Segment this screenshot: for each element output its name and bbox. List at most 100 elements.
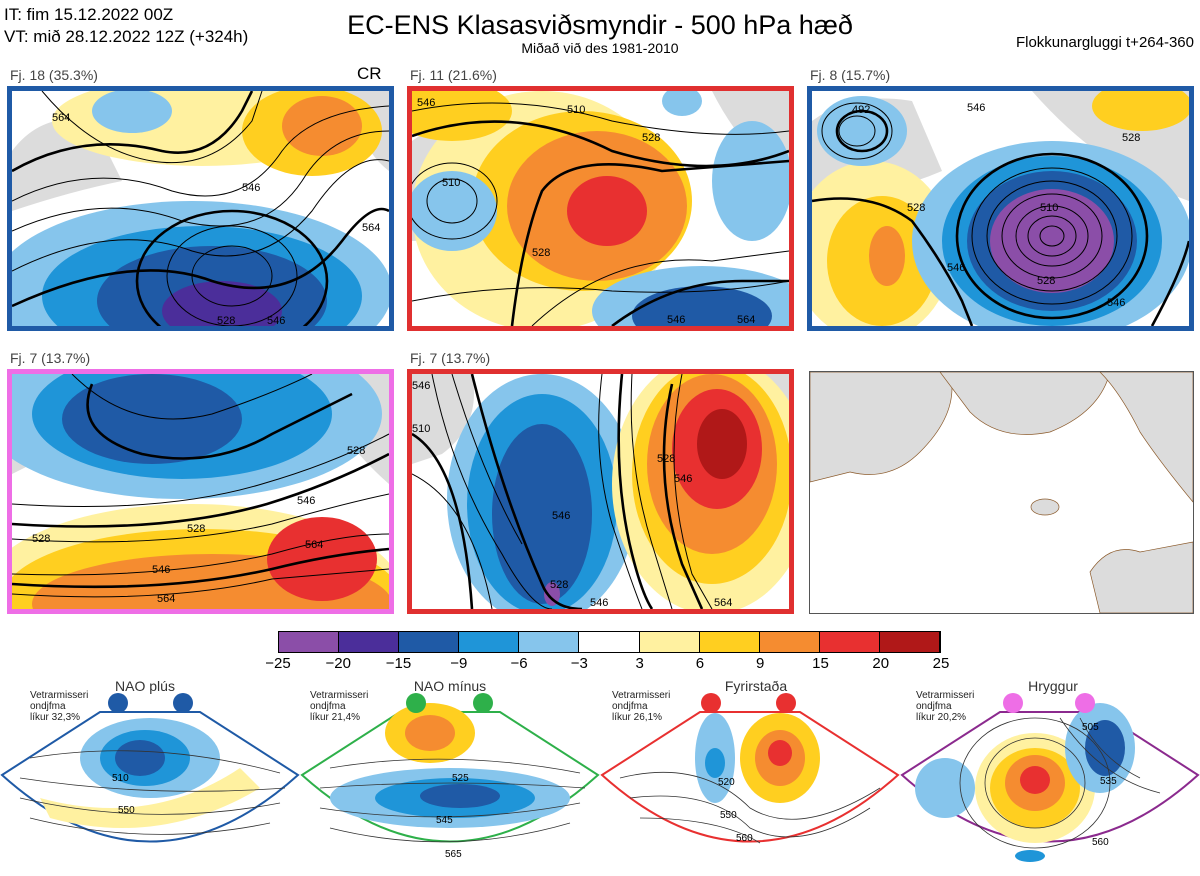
contour-label: 528 bbox=[1122, 132, 1140, 144]
regime-ridge[interactable]: 505 535 560 Hryggur Vetrarmisseri ondjfm… bbox=[900, 678, 1200, 871]
contour-label: 546 bbox=[1107, 297, 1125, 309]
contour-label: 528 bbox=[532, 247, 550, 259]
regime-dot-icon bbox=[108, 693, 128, 713]
regime-info: Vetrarmisseri ondjfma líkur 21,4% bbox=[310, 690, 368, 723]
colorbar-segment bbox=[819, 632, 880, 652]
colorbar-tick: 15 bbox=[812, 655, 829, 672]
contour-label: 564 bbox=[737, 314, 755, 326]
contour-label: 546 bbox=[674, 473, 692, 485]
colorbar bbox=[278, 631, 941, 653]
panel-3-label: Fj. 8 (15.7%) bbox=[810, 67, 891, 83]
contour-label: 564 bbox=[157, 593, 175, 605]
contour-label: 546 bbox=[590, 597, 608, 609]
colorbar-tick: 9 bbox=[756, 655, 765, 672]
regime-info-line: Vetrarmisseri bbox=[612, 690, 671, 701]
anomaly-pos-5 bbox=[697, 409, 747, 479]
anomaly-neg-5 bbox=[92, 91, 172, 133]
contour-label: 546 bbox=[412, 380, 430, 392]
contour-label: 510 bbox=[442, 177, 460, 189]
contour-label: 528 bbox=[657, 453, 675, 465]
regime-contour-label: 535 bbox=[1100, 776, 1117, 787]
colorbar-segment bbox=[639, 632, 700, 652]
regime-info-line: líkur 26,1% bbox=[612, 712, 663, 723]
contour-label: 528 bbox=[1037, 275, 1055, 287]
anomaly-pos-4 bbox=[567, 176, 647, 246]
colorbar-tick: −25 bbox=[265, 655, 291, 672]
regime-dot-icon bbox=[1075, 693, 1095, 713]
cluster-map-3: 492 546 528 528 510 546 528 546 bbox=[812, 91, 1189, 326]
regime-info-line: líkur 21,4% bbox=[310, 712, 361, 723]
regime-info-line: líkur 20,2% bbox=[916, 712, 967, 723]
colorbar-tick: 3 bbox=[635, 655, 644, 672]
regime-contour-label: 545 bbox=[436, 815, 453, 826]
panel-1-cr-label: CR bbox=[357, 64, 382, 83]
colorbar-tick: −6 bbox=[510, 655, 528, 672]
contour-label: 528 bbox=[907, 202, 925, 214]
colorbar-segment bbox=[339, 632, 400, 652]
cluster-panel-5[interactable]: 546 510 528 546 546 528 546 564 bbox=[407, 369, 794, 614]
page-subtitle: Miðað við des 1981-2010 bbox=[521, 40, 679, 56]
panel-1-label: Fj. 18 (35.3%) bbox=[10, 67, 98, 83]
cluster-map-1: 564 546 528 546 564 bbox=[12, 91, 389, 326]
coastline-map-icon bbox=[810, 372, 1193, 613]
panel-4-label: Fj. 7 (13.7%) bbox=[10, 350, 91, 366]
regime-nao-minus[interactable]: 525 545 565 NAO mínus Vetrarmisseri ondj… bbox=[300, 678, 600, 871]
regime-name: Hryggur bbox=[1028, 678, 1078, 694]
regime-nao-plus[interactable]: 510 550 NAO plús Vetrarmisseri ondjfma l… bbox=[0, 678, 300, 871]
colorbar-segment bbox=[279, 632, 340, 652]
regime-info-line: Vetrarmisseri bbox=[30, 690, 89, 701]
colorbar-tick: −3 bbox=[570, 655, 588, 672]
regime-info-line: ondjfma bbox=[916, 701, 952, 712]
colorbar-segment bbox=[459, 632, 520, 652]
cluster-map-5: 546 510 528 546 546 528 546 564 bbox=[412, 374, 789, 609]
regime-contour-label: 525 bbox=[452, 773, 469, 784]
colorbar-segment bbox=[579, 632, 640, 652]
anomaly-neg-5 bbox=[662, 91, 702, 116]
regime-info-line: Vetrarmisseri bbox=[916, 690, 975, 701]
regime-dot-icon bbox=[473, 693, 493, 713]
contour-label: 564 bbox=[305, 539, 323, 551]
colorbar-ticks: −25 −20 −15 −9 −6 −3 3 6 9 15 20 25 bbox=[265, 655, 949, 675]
contour-label: 528 bbox=[187, 523, 205, 535]
colorbar-segment bbox=[759, 632, 820, 652]
contour-label: 564 bbox=[52, 112, 70, 124]
regime-contour-label: 560 bbox=[1092, 837, 1109, 848]
regime-dot-icon bbox=[776, 693, 796, 713]
contour-label: 528 bbox=[550, 579, 568, 591]
page-title: EC-ENS Klasasviðsmyndir - 500 hPa hæð bbox=[347, 10, 853, 40]
regime-dot-icon bbox=[701, 693, 721, 713]
cluster-panel-2[interactable]: 546 510 528 510 528 546 564 bbox=[407, 86, 794, 331]
panel-5-label: Fj. 7 (13.7%) bbox=[410, 350, 491, 366]
contour-label: 510 bbox=[412, 423, 430, 435]
colorbar-segment bbox=[879, 632, 941, 652]
regime-dot-icon bbox=[406, 693, 426, 713]
regime-map: 505 535 560 bbox=[900, 703, 1200, 862]
contour-label: 528 bbox=[347, 445, 365, 457]
colorbar-tick: −9 bbox=[450, 655, 468, 672]
regime-contour-label: 510 bbox=[112, 773, 129, 784]
regime-contour-label: 550 bbox=[118, 805, 135, 816]
anomaly-neg-3 bbox=[712, 121, 789, 241]
regime-info-line: líkur 32,3% bbox=[30, 712, 81, 723]
regime-map: 520 550 560 bbox=[600, 711, 900, 844]
regime-contour-label: 505 bbox=[1082, 722, 1099, 733]
anomaly-pos-3 bbox=[869, 226, 905, 286]
panel-2-label: Fj. 11 (21.6%) bbox=[410, 67, 497, 83]
contour-label: 492 bbox=[852, 104, 870, 116]
anomaly-neg-3 bbox=[62, 374, 242, 464]
regime-blocking[interactable]: 520 550 560 Fyrirstaða Vetrarmisseri ond… bbox=[600, 678, 900, 871]
regime-contour-label: 565 bbox=[445, 849, 462, 860]
cluster-panel-3[interactable]: 492 546 528 528 510 546 528 546 bbox=[807, 86, 1194, 331]
regime-info: Vetrarmisseri ondjfma líkur 20,2% bbox=[916, 690, 974, 723]
contour-label: 564 bbox=[362, 222, 380, 234]
regime-contour-label: 560 bbox=[736, 833, 753, 844]
contour-label: 528 bbox=[32, 533, 50, 545]
cluster-map-4: 528 546 528 528 564 546 564 bbox=[12, 374, 389, 609]
contour-label: 510 bbox=[567, 104, 585, 116]
colorbar-segment bbox=[519, 632, 580, 652]
cluster-panel-1[interactable]: 564 546 528 546 564 bbox=[7, 86, 394, 331]
regime-info-line: Vetrarmisseri bbox=[310, 690, 369, 701]
contour-label: 546 bbox=[947, 262, 965, 274]
cluster-panel-4[interactable]: 528 546 528 528 564 546 564 bbox=[7, 369, 394, 614]
anomaly-pos-4 bbox=[1092, 91, 1189, 131]
